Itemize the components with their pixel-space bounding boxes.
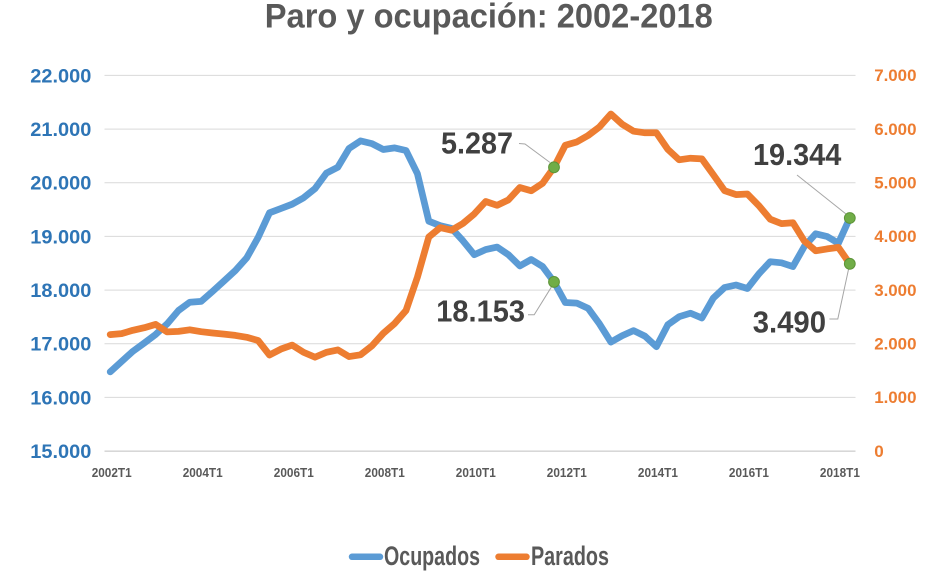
svg-text:2008T1: 2008T1 <box>365 465 405 480</box>
svg-text:18.153: 18.153 <box>436 293 525 328</box>
svg-text:3.000: 3.000 <box>874 281 916 300</box>
svg-text:2006T1: 2006T1 <box>274 465 314 480</box>
svg-text:2010T1: 2010T1 <box>456 465 496 480</box>
svg-text:2.000: 2.000 <box>874 335 916 354</box>
svg-text:3.490: 3.490 <box>753 305 826 340</box>
svg-text:5.000: 5.000 <box>874 173 916 192</box>
svg-text:15.000: 15.000 <box>30 442 91 463</box>
svg-text:21.000: 21.000 <box>30 120 91 141</box>
svg-text:Parados: Parados <box>531 541 609 571</box>
svg-text:19.000: 19.000 <box>30 227 91 248</box>
svg-text:20.000: 20.000 <box>30 174 91 195</box>
svg-text:2012T1: 2012T1 <box>547 465 587 480</box>
svg-text:2018T1: 2018T1 <box>820 465 860 480</box>
svg-text:6.000: 6.000 <box>874 120 916 139</box>
svg-text:2002T1: 2002T1 <box>92 465 132 480</box>
svg-text:18.000: 18.000 <box>30 281 91 302</box>
svg-text:22.000: 22.000 <box>30 66 91 87</box>
svg-text:2004T1: 2004T1 <box>183 465 223 480</box>
svg-text:2014T1: 2014T1 <box>638 465 678 480</box>
svg-text:4.000: 4.000 <box>874 227 916 246</box>
svg-text:7.000: 7.000 <box>874 66 916 85</box>
svg-text:1.000: 1.000 <box>874 388 916 407</box>
svg-text:2016T1: 2016T1 <box>729 465 769 480</box>
svg-text:19.344: 19.344 <box>753 137 841 172</box>
svg-text:Ocupados: Ocupados <box>384 541 480 571</box>
svg-text:5.287: 5.287 <box>441 125 513 160</box>
svg-text:0: 0 <box>874 442 883 461</box>
svg-text:17.000: 17.000 <box>30 335 91 356</box>
svg-text:Paro y ocupación: 2002-2018: Paro y ocupación: 2002-2018 <box>265 0 713 35</box>
svg-text:16.000: 16.000 <box>30 388 91 409</box>
